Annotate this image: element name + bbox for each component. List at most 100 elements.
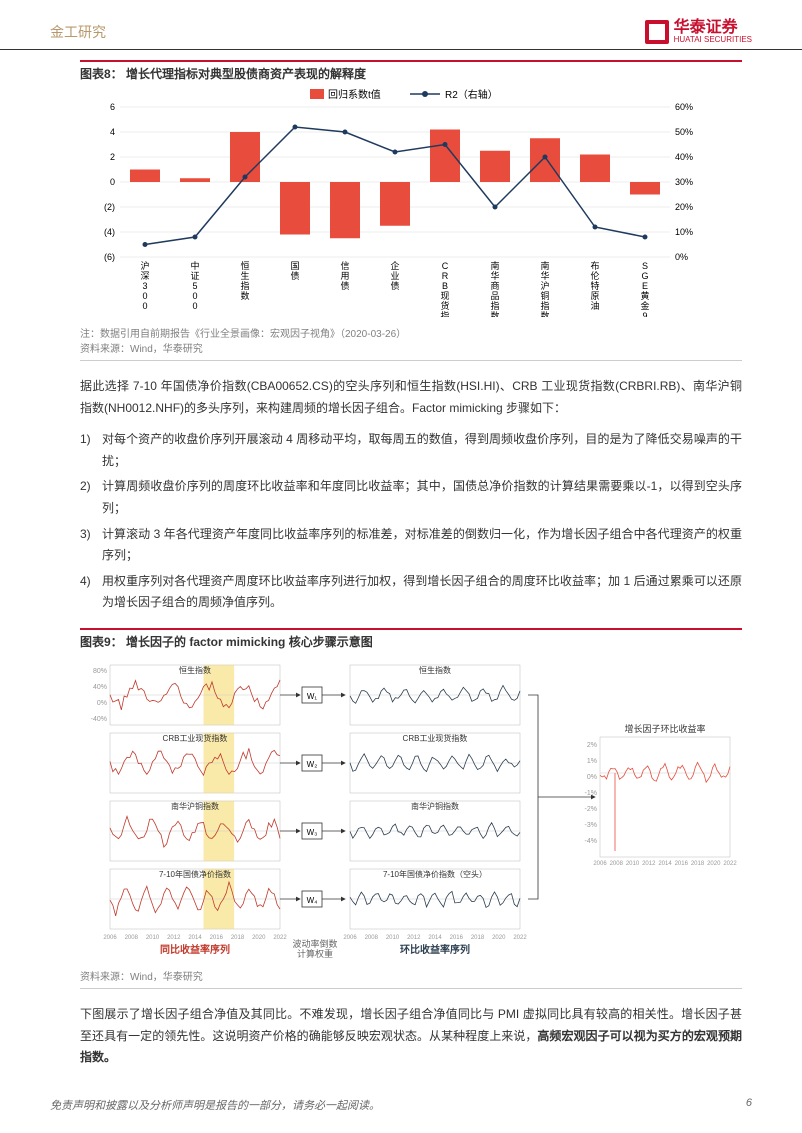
svg-text:环比收益率序列: 环比收益率序列: [400, 943, 470, 956]
svg-text:2: 2: [110, 152, 115, 162]
svg-text:E: E: [642, 281, 648, 291]
svg-text:2014: 2014: [658, 861, 672, 867]
svg-text:W₃: W₃: [307, 828, 318, 837]
svg-text:0%: 0%: [675, 252, 688, 262]
svg-text:C: C: [442, 261, 449, 271]
svg-text:2016: 2016: [450, 935, 464, 941]
figure9-source: 资料来源：Wind，华泰研究: [80, 968, 742, 989]
chart8-svg: 回归系数t值R2（右轴）(6)(4)(2)02460%10%20%30%40%5…: [80, 87, 720, 317]
svg-text:恒生指数: 恒生指数: [179, 665, 211, 675]
svg-text:现: 现: [440, 291, 449, 301]
svg-text:2006: 2006: [343, 935, 357, 941]
svg-text:0: 0: [142, 301, 147, 311]
svg-text:增长因子环比收益率: 增长因子环比收益率: [624, 723, 705, 734]
svg-text:0%: 0%: [97, 700, 107, 707]
svg-text:2016: 2016: [210, 935, 224, 941]
svg-text:CRB工业现货指数: CRB工业现货指数: [403, 733, 468, 743]
svg-text:2014: 2014: [428, 935, 442, 941]
svg-text:40%: 40%: [675, 152, 693, 162]
svg-text:2010: 2010: [146, 935, 160, 941]
svg-text:-40%: -40%: [91, 716, 107, 723]
svg-text:2014: 2014: [188, 935, 202, 941]
svg-text:0: 0: [192, 291, 197, 301]
paragraph-2: 下图展示了增长因子组合净值及其同比。不难发现，增长因子组合净值同比与 PMI 虚…: [80, 1004, 742, 1069]
page-header: 金工研究 华泰证券 HUATAI SECURITIES: [0, 0, 802, 50]
svg-text:货: 货: [440, 300, 449, 311]
svg-text:2020: 2020: [707, 861, 721, 867]
svg-text:指: 指: [440, 310, 449, 317]
svg-text:-2%: -2%: [585, 806, 597, 813]
svg-text:10%: 10%: [675, 227, 693, 237]
svg-text:40%: 40%: [93, 684, 107, 691]
svg-text:生: 生: [240, 270, 249, 281]
svg-text:2008: 2008: [365, 935, 379, 941]
svg-text:0: 0: [142, 291, 147, 301]
svg-text:南: 南: [540, 260, 549, 271]
svg-text:南华沪铜指数: 南华沪铜指数: [411, 801, 459, 811]
svg-text:(6): (6): [104, 252, 115, 262]
svg-text:S: S: [642, 261, 648, 271]
svg-text:华: 华: [490, 270, 499, 281]
svg-text:R2（右轴）: R2（右轴）: [445, 88, 498, 101]
svg-text:沪: 沪: [540, 280, 549, 291]
list-item: 3)计算滚动 3 年各代理资产年度同比收益率序列的标准差，对标准差的倒数归一化，…: [80, 524, 742, 567]
svg-text:业: 业: [390, 271, 399, 281]
svg-text:恒生指数: 恒生指数: [419, 665, 451, 675]
paragraph-1: 据此选择 7-10 年国债净价指数(CBA00652.CS)的空头序列和恒生指数…: [80, 376, 742, 419]
svg-text:指: 指: [490, 300, 499, 311]
svg-text:华: 华: [540, 270, 549, 281]
figure8-chart: 回归系数t值R2（右轴）(6)(4)(2)02460%10%20%30%40%5…: [80, 87, 742, 320]
svg-text:2016: 2016: [675, 861, 689, 867]
svg-text:9: 9: [642, 311, 647, 317]
svg-text:回归系数t值: 回归系数t值: [328, 88, 381, 101]
svg-text:证: 证: [190, 271, 199, 281]
svg-text:同比收益率序列: 同比收益率序列: [160, 943, 230, 956]
svg-text:50%: 50%: [675, 127, 693, 137]
figure8-note: 注：数据引用自前期报告《行业全景画像：宏观因子视角》（2020-03-26）: [80, 325, 742, 340]
svg-text:恒: 恒: [240, 260, 249, 271]
svg-text:G: G: [641, 271, 648, 281]
svg-text:(4): (4): [104, 227, 115, 237]
svg-text:黄: 黄: [640, 290, 649, 301]
svg-text:债: 债: [340, 280, 349, 291]
svg-text:深: 深: [140, 271, 149, 281]
svg-text:债: 债: [390, 280, 399, 291]
svg-text:2020: 2020: [492, 935, 506, 941]
svg-text:特: 特: [590, 280, 599, 291]
svg-text:2018: 2018: [471, 935, 485, 941]
figure9-title: 图表9： 增长因子的 factor mimicking 核心步骤示意图: [80, 628, 742, 650]
svg-text:铜: 铜: [540, 290, 549, 301]
svg-text:债: 债: [290, 270, 299, 281]
svg-text:2008: 2008: [610, 861, 624, 867]
svg-text:2006: 2006: [593, 861, 607, 867]
svg-text:2018: 2018: [231, 935, 245, 941]
svg-text:沪: 沪: [140, 260, 149, 271]
svg-text:2012: 2012: [167, 935, 181, 941]
svg-text:20%: 20%: [675, 202, 693, 212]
figure8-title: 图表8： 增长代理指标对典型股债商资产表现的解释度: [80, 60, 742, 82]
svg-text:国: 国: [290, 261, 299, 271]
svg-text:指: 指: [540, 300, 549, 311]
svg-text:2022: 2022: [273, 935, 287, 941]
svg-text:用: 用: [340, 271, 349, 281]
svg-text:4: 4: [110, 127, 115, 137]
footer-page: 6: [746, 1097, 752, 1113]
list-item: 4)用权重序列对各代理资产周度环比收益率序列进行加权，得到增长因子组合的周度环比…: [80, 571, 742, 614]
list-item: 2)计算周频收盘价序列的周度环比收益率和年度同比收益率；其中，国债总净价指数的计…: [80, 476, 742, 519]
svg-text:7-10年国债净价指数（空头）: 7-10年国债净价指数（空头）: [383, 869, 487, 879]
svg-text:企: 企: [390, 260, 399, 271]
svg-text:金: 金: [640, 300, 649, 311]
svg-text:南: 南: [490, 260, 499, 271]
logo-text-en: HUATAI SECURITIES: [674, 36, 752, 44]
page-footer: 免责声明和披露以及分析师声明是报告的一部分，请务必一起阅读。 6: [50, 1097, 752, 1113]
svg-text:7-10年国债净价指数: 7-10年国债净价指数: [159, 869, 231, 879]
svg-text:W₄: W₄: [307, 896, 318, 905]
svg-text:80%: 80%: [93, 668, 107, 675]
svg-text:数: 数: [540, 310, 549, 317]
steps-list: 1)对每个资产的收盘价序列开展滚动 4 周移动平均，取每周五的数值，得到周频收盘…: [80, 429, 742, 614]
svg-text:原: 原: [590, 291, 599, 301]
svg-text:油: 油: [590, 300, 599, 311]
svg-text:2012: 2012: [642, 861, 656, 867]
svg-text:W₁: W₁: [307, 692, 318, 701]
svg-text:W₂: W₂: [307, 760, 318, 769]
